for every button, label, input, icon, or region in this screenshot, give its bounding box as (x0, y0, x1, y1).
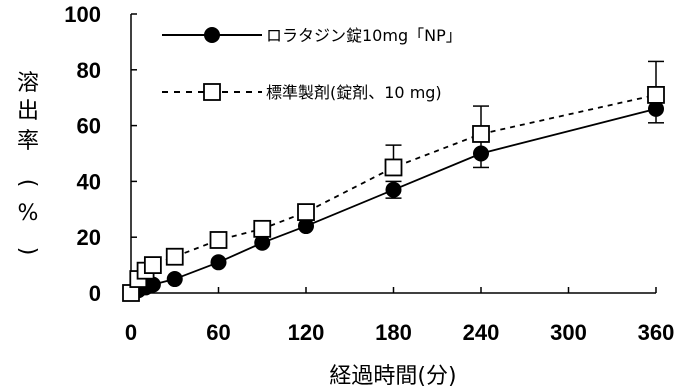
legend-marker-1 (204, 27, 220, 43)
x-tick-label: 120 (288, 320, 325, 345)
data-point (647, 86, 665, 104)
y-axis-title-char: 出 (17, 99, 39, 124)
legend-marker-2 (203, 83, 221, 101)
y-tick-label: 40 (77, 169, 101, 194)
data-point (473, 145, 489, 162)
data-point (297, 203, 315, 221)
data-point (165, 247, 184, 266)
y-tick-label: 60 (77, 114, 101, 139)
tick-labels: 0 20 40 60 80 100 0 60 120 180 240 300 360 (64, 2, 674, 345)
data-point (384, 158, 403, 177)
data-point (472, 125, 490, 143)
data-point (143, 256, 162, 275)
x-tick-label: 300 (550, 320, 587, 345)
x-tick-label: 180 (375, 320, 412, 345)
y-tick-label: 100 (64, 2, 101, 27)
data-point (254, 234, 271, 251)
axes (130, 13, 657, 294)
data-point (298, 218, 314, 235)
y-tick-label: 0 (89, 281, 101, 306)
x-tick-label: 360 (638, 320, 675, 345)
legend-label-1: ロラタジン錠10mg「NP」 (266, 26, 462, 45)
y-tick-label: 20 (77, 225, 101, 250)
x-axis-title: 経過時間(分) (329, 364, 456, 389)
data-point (209, 231, 228, 249)
data-point (144, 276, 161, 293)
data-point (166, 271, 183, 288)
y-axis-title-char: ) (15, 247, 40, 256)
data-point (648, 100, 664, 117)
series-line (130, 107, 657, 294)
data-point (253, 219, 272, 238)
series-2 (122, 60, 665, 302)
y-axis-title-char: ( (15, 179, 40, 188)
y-axis-title-char: % (18, 201, 39, 226)
x-tick-label: 60 (206, 320, 230, 345)
y-tick-label: 80 (77, 58, 101, 83)
series-1 (123, 94, 664, 301)
y-axis-title-char: 溶 (17, 71, 39, 96)
x-tick-label: 0 (125, 320, 137, 345)
legend-label-2: 標準製剤(錠剤、10 mg) (266, 83, 442, 102)
axis-titles: 溶出率 (%) 経過時間(分) (15, 71, 457, 389)
data-point (210, 254, 227, 271)
series-layer (122, 60, 665, 302)
data-point (385, 181, 402, 198)
y-axis-title-char: 率 (17, 129, 39, 154)
legend: ロラタジン錠10mg「NP」標準製剤(錠剤、10 mg) (162, 26, 462, 102)
x-tick-label: 240 (463, 320, 500, 345)
